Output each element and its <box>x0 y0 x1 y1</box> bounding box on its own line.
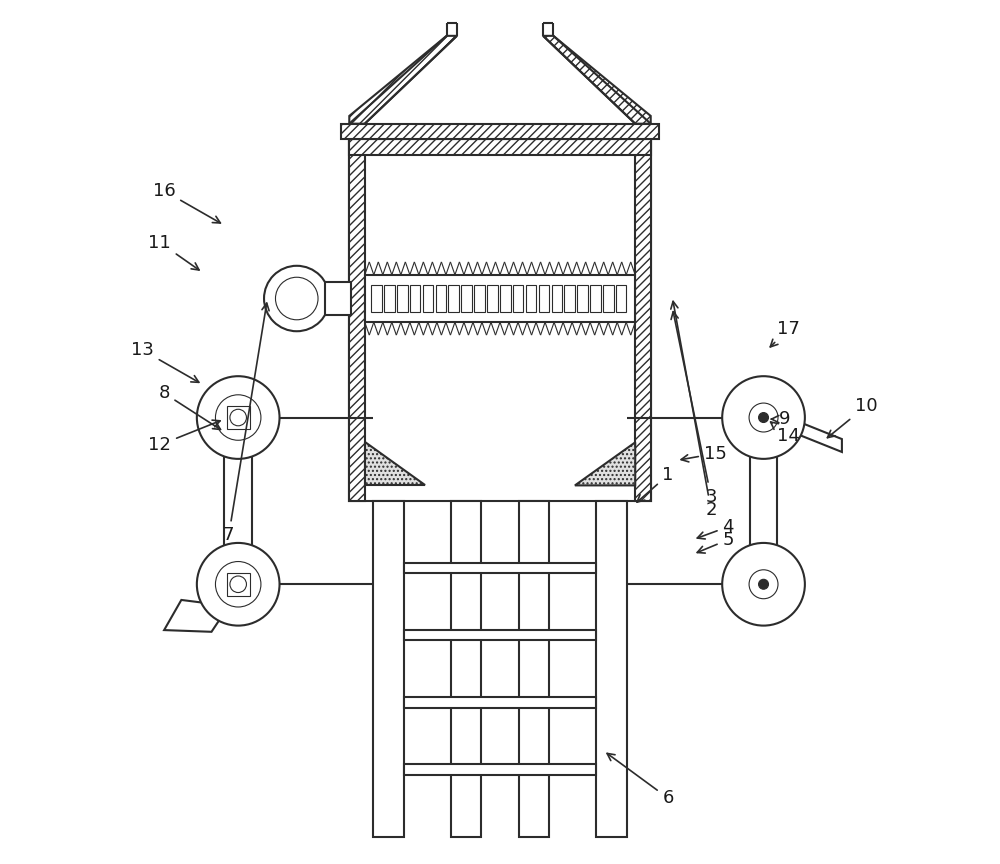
Bar <box>404 765 596 775</box>
Bar <box>487 285 498 312</box>
Bar <box>474 285 485 312</box>
Text: 12: 12 <box>148 420 220 454</box>
Bar <box>397 285 408 312</box>
Circle shape <box>264 266 329 331</box>
Polygon shape <box>543 35 651 124</box>
Bar <box>519 501 549 836</box>
Bar <box>590 285 601 312</box>
Bar <box>500 285 511 312</box>
Bar <box>365 275 635 322</box>
Polygon shape <box>365 442 425 486</box>
Bar <box>349 139 365 501</box>
Bar <box>404 563 596 573</box>
Bar <box>461 285 472 312</box>
Bar <box>423 285 433 312</box>
Bar <box>227 406 250 429</box>
Text: 8: 8 <box>158 384 221 429</box>
Text: 4: 4 <box>697 518 734 539</box>
Bar <box>325 282 351 315</box>
Bar <box>404 697 596 708</box>
Circle shape <box>215 562 261 607</box>
Text: 16: 16 <box>153 181 220 223</box>
Text: 10: 10 <box>827 397 877 438</box>
Bar <box>552 285 562 312</box>
Bar <box>436 285 446 312</box>
Bar <box>577 285 588 312</box>
Bar <box>371 285 382 312</box>
Circle shape <box>197 543 280 626</box>
Bar <box>384 285 395 312</box>
Bar <box>596 501 627 836</box>
Bar <box>513 285 523 312</box>
Bar <box>750 380 777 621</box>
Bar <box>448 285 459 312</box>
Text: 14: 14 <box>771 422 800 445</box>
Bar <box>404 630 596 640</box>
Bar <box>603 285 614 312</box>
Text: 7: 7 <box>223 303 269 544</box>
Bar <box>635 139 651 501</box>
Text: 3: 3 <box>671 312 717 505</box>
Text: 1: 1 <box>637 466 674 502</box>
Bar <box>224 380 252 621</box>
Circle shape <box>197 376 280 459</box>
Circle shape <box>759 579 768 589</box>
Text: 15: 15 <box>681 445 727 462</box>
Bar <box>349 139 651 155</box>
Text: 5: 5 <box>697 530 734 553</box>
Text: 2: 2 <box>671 302 717 518</box>
Circle shape <box>722 376 805 459</box>
Text: 17: 17 <box>770 320 800 347</box>
Text: 6: 6 <box>607 753 674 807</box>
Bar <box>526 285 536 312</box>
Polygon shape <box>349 35 457 124</box>
Bar <box>451 501 481 836</box>
Bar <box>329 290 347 307</box>
Bar <box>539 285 549 312</box>
Bar <box>410 285 420 312</box>
Text: 11: 11 <box>148 233 199 270</box>
Circle shape <box>230 410 246 426</box>
Polygon shape <box>777 413 842 452</box>
Polygon shape <box>164 600 229 632</box>
Text: 9: 9 <box>772 410 790 428</box>
Polygon shape <box>575 442 635 486</box>
Bar <box>341 124 659 139</box>
Circle shape <box>759 413 768 422</box>
Bar <box>349 139 651 501</box>
Circle shape <box>230 576 246 593</box>
Circle shape <box>215 395 261 441</box>
Circle shape <box>722 543 805 626</box>
Bar <box>564 285 575 312</box>
Circle shape <box>749 403 778 432</box>
Circle shape <box>275 277 318 320</box>
Bar <box>616 285 626 312</box>
Bar <box>227 573 250 595</box>
Bar <box>373 501 404 836</box>
Text: 13: 13 <box>131 341 199 383</box>
Circle shape <box>749 569 778 599</box>
